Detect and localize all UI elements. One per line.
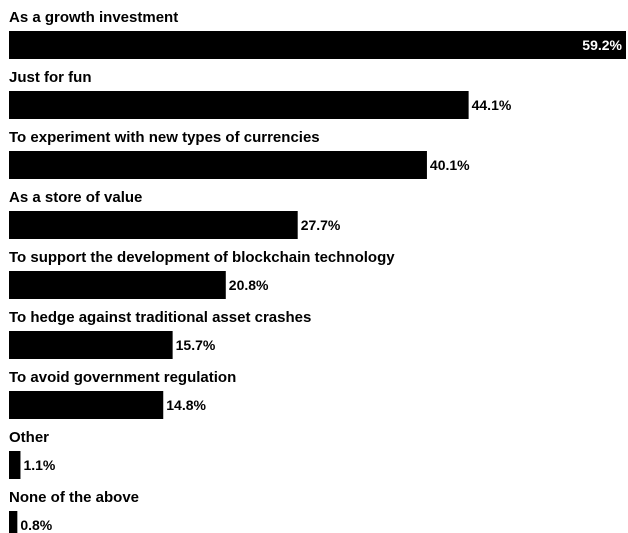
bar-row: Other 1.1%	[9, 429, 56, 479]
value-label: 44.1%	[472, 97, 512, 113]
bar-row: None of the above 0.8%	[9, 489, 139, 533]
bar	[9, 331, 173, 359]
category-label: As a store of value	[9, 189, 142, 206]
bar	[9, 451, 21, 479]
bar-row: Just for fun 44.1%	[9, 69, 512, 119]
value-label: 0.8%	[20, 517, 52, 533]
value-label: 59.2%	[582, 37, 622, 53]
bar	[9, 31, 626, 59]
bar-row: As a store of value 27.7%	[9, 189, 341, 239]
bar	[9, 151, 427, 179]
category-label: To hedge against traditional asset crash…	[9, 309, 311, 326]
bar	[9, 511, 18, 533]
bar-row: To support the development of blockchain…	[9, 249, 395, 299]
category-label: To support the development of blockchain…	[9, 249, 395, 266]
category-label: None of the above	[9, 489, 139, 506]
bar-row: As a growth investment 59.2%	[9, 9, 626, 59]
value-label: 15.7%	[176, 337, 216, 353]
bar-row: To avoid government regulation 14.8%	[9, 369, 236, 419]
category-label: To avoid government regulation	[9, 369, 236, 386]
value-label: 40.1%	[430, 157, 470, 173]
category-label: Just for fun	[9, 69, 92, 86]
value-label: 14.8%	[166, 397, 206, 413]
bar	[9, 91, 469, 119]
value-label: 20.8%	[229, 277, 269, 293]
bar-row: To experiment with new types of currenci…	[9, 129, 470, 179]
category-label: Other	[9, 429, 49, 446]
category-label: To experiment with new types of currenci…	[9, 129, 320, 146]
bar-row: To hedge against traditional asset crash…	[9, 309, 311, 359]
bar	[9, 391, 164, 419]
value-label: 27.7%	[301, 217, 341, 233]
bar	[9, 271, 226, 299]
bar	[9, 211, 298, 239]
value-label: 1.1%	[23, 457, 55, 473]
category-label: As a growth investment	[9, 9, 178, 26]
